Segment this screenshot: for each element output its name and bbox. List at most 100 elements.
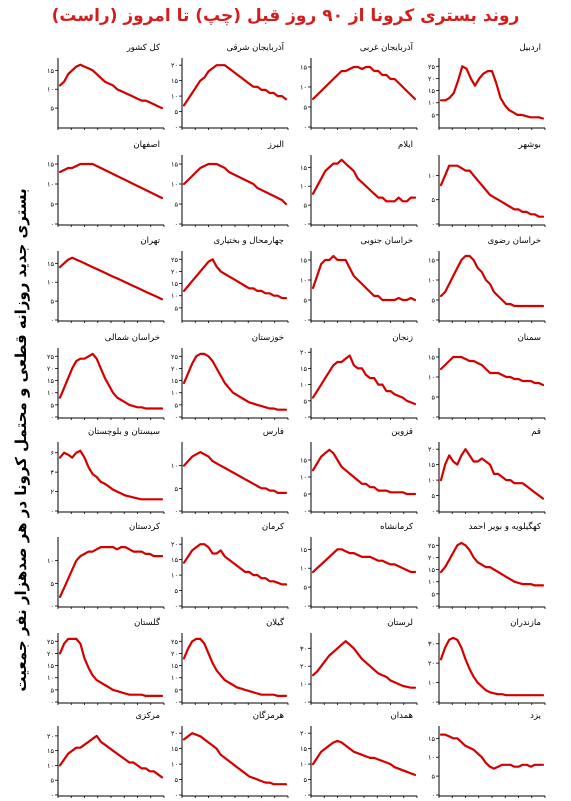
y-tick-label: ۲۵ (47, 638, 54, 646)
panel-title: زنجان (392, 333, 413, 343)
chart-panel: ایلام ۰ ۵ ۱۰ ۱۵ (297, 140, 419, 230)
axis-line (310, 348, 417, 419)
panel-title: البرز (267, 140, 284, 150)
y-tick-label: ۱۵ (171, 556, 178, 564)
panel-plot: ۰ ۵ ۱۰ ۱۵ ۲۰ (171, 58, 289, 131)
y-tick-label: ۵ (432, 492, 436, 500)
panel-plot: ۰ ۵ ۱۰ (428, 155, 546, 229)
series-line (58, 449, 164, 501)
y-tick-label: ۲۵ (171, 353, 178, 361)
y-tick-label: ۱۰ (171, 389, 178, 397)
y-tick-label: ۵ (51, 401, 55, 409)
chart-main-title: روند بستری کرونا از ۹۰ روز قبل (چپ) تا ا… (51, 6, 520, 26)
series-line (311, 158, 417, 203)
y-tick-label: ۱۵ (47, 377, 54, 385)
series-line (182, 543, 288, 586)
y-tick-label: ۱۰ (300, 681, 307, 689)
panel-title: ایلام (397, 140, 413, 150)
y-tick-label: ۱۰ (300, 474, 307, 482)
y-tick-label: ۱۰ (428, 578, 435, 586)
panel-plot: ۰ ۵ ۱۰ ۱۵ ۲۰ ۲۵ (171, 633, 289, 707)
chart-panel: اردبیل ۵ ۱۰ ۱۵ ۲۰ ۲۵ (425, 43, 547, 133)
y-tick-label: ۱۰ (171, 674, 178, 682)
y-tick-label: ۲۰ (171, 365, 178, 373)
y-tick-label: ۵ (432, 394, 436, 402)
panel-title: فارس (262, 427, 284, 437)
panel-title: کل کشور (126, 43, 160, 53)
panel-plot: ۰ ۵ ۱۰ ۱۵ (428, 348, 546, 421)
y-tick-label: ۱۵ (428, 354, 435, 362)
axis-line (181, 633, 288, 704)
series-line (182, 162, 288, 206)
y-tick-label: ۰ (51, 317, 55, 325)
series-line (182, 352, 288, 411)
series-line (182, 451, 288, 495)
y-tick-label: ۱۵ (300, 365, 307, 373)
axis-line (181, 251, 288, 322)
panel-title: خراسان رضوی (487, 236, 541, 246)
series-line (439, 65, 545, 120)
y-tick-label: ۱۵ (47, 662, 54, 670)
panel-plot: ۰ ۵ ۱۰ ۱۵ ۲۰ ۲۵ (47, 348, 165, 422)
series-line (58, 352, 164, 410)
y-tick-label: ۵ (51, 580, 55, 588)
chart-panel: مازندران ۰ ۱۰ ۲۰ ۳۰ (425, 618, 547, 708)
y-tick-label: ۰ (51, 699, 55, 707)
axis-line (438, 348, 545, 419)
panel-plot: ۰ ۵ ۱۰ ۱۵ (300, 58, 418, 131)
series-line (58, 734, 164, 779)
chart-panel: سمنان ۰ ۵ ۱۰ ۱۵ (425, 333, 547, 423)
chart-panel: همدان ۰ ۵ ۱۰ ۱۵ ۲۰ (297, 711, 419, 801)
y-tick-label: ۲ (51, 488, 55, 496)
panel-plot: ۰ ۵ ۱۰ ۱۵ (47, 155, 165, 228)
axis-line (310, 537, 417, 608)
y-tick-label: ۲۰ (428, 75, 435, 83)
panel-plot: ۰ ۵ ۱۰ ۱۵ ۲۰ ۲۵ (428, 537, 546, 610)
y-tick-label: ۰ (175, 699, 179, 707)
y-tick-label: ۱۰ (47, 86, 54, 94)
series-line (182, 732, 288, 786)
panel-plot: ۰ ۵ ۱۰ ۱۵ (300, 442, 418, 515)
y-tick-label: ۱۰ (171, 572, 178, 580)
y-tick-label: ۲۰ (171, 650, 178, 658)
panel-title: کردستان (128, 522, 160, 532)
y-tick-label: ۱۵ (171, 161, 178, 169)
chart-panel: کل کشور ۵ ۱۰ ۱۵ (44, 43, 166, 133)
y-tick-label: ۰ (304, 699, 308, 707)
axis-line (181, 155, 288, 226)
y-tick-label: ۱۵ (171, 77, 178, 85)
axis-line (310, 726, 417, 797)
y-tick-label: ۲۵ (171, 638, 178, 646)
y-tick-label: ۱۰ (428, 172, 435, 180)
y-tick-label: ۱۰ (428, 679, 435, 687)
y-tick-label: ۵ (432, 773, 436, 781)
chart-panel: کرمان ۰ ۵ ۱۰ ۱۵ ۲۰ (168, 522, 290, 612)
y-tick-label: ۰ (432, 221, 436, 229)
chart-panel: کرمانشاه ۰ ۵ ۱۰ ۱۵ (297, 522, 419, 612)
panel-plot: ۰ ۵ ۱۰ ۱۵ (171, 155, 289, 228)
y-tick-label: ۱۵ (171, 280, 178, 288)
y-tick-label: ۱۰ (428, 277, 435, 285)
panel-plot: ۰ ۵ ۱۰ ۱۵ (300, 155, 418, 228)
y-tick-label: ۳۰ (300, 645, 307, 653)
y-tick-label: ۵ (175, 108, 179, 116)
y-tick-label: ۱۵ (47, 747, 54, 755)
panel-plot: ۰ ۱۰ ۲۰ ۳۰ (300, 633, 418, 707)
panel-title: قزوین (391, 427, 413, 437)
y-tick-label: ۱۵ (171, 377, 178, 385)
y-tick-label: ۱۰ (171, 292, 178, 300)
y-tick-label: ۱۵ (300, 457, 307, 465)
y-tick-label: ۱۰ (171, 181, 178, 189)
axis-line (57, 251, 164, 322)
y-tick-label: ۶ (51, 449, 55, 457)
y-tick-label: ۱۰ (47, 181, 54, 189)
panel-plot: ۰ ۵ ۱۰ ۱۵ (300, 251, 418, 324)
series-line (311, 739, 417, 777)
y-tick-label: ۵ (304, 776, 308, 784)
y-tick-label: ۵ (51, 777, 55, 785)
y-tick-label: ۲۰ (171, 268, 178, 276)
chart-panel: چهارمحال و بختیاری ۵ ۱۰ ۱۵ ۲۰ ۲۵ (168, 236, 290, 326)
y-tick-label: ۰ (51, 414, 55, 422)
series-line (439, 355, 545, 387)
